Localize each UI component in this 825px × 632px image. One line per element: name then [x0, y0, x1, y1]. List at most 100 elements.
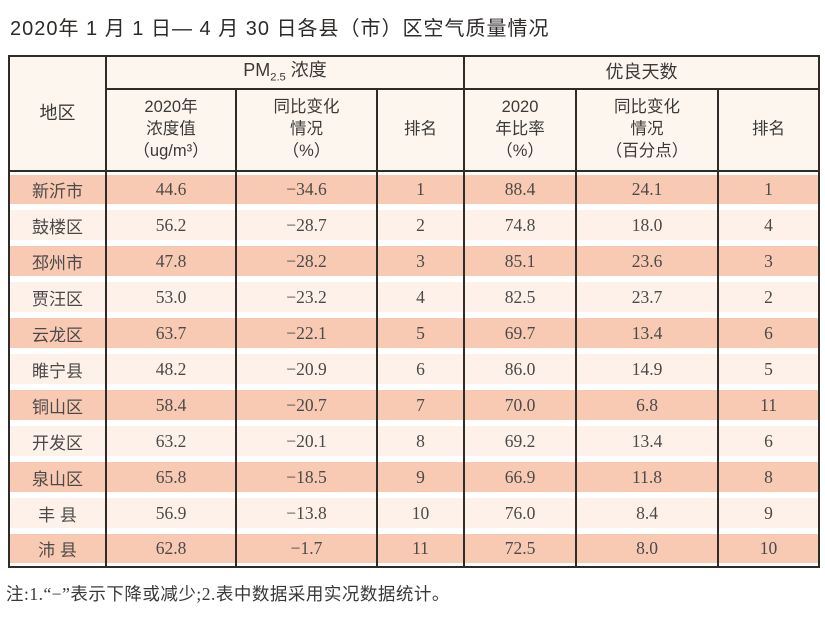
page-title: 2020年 1 月 1 日— 4 月 30 日各县（市）区空气质量情况 — [10, 18, 550, 40]
pm-rank-cell: 3 — [375, 243, 466, 279]
pm-value-cell: 53.0 — [105, 279, 237, 315]
good-rank-cell: 6 — [717, 315, 821, 351]
table-row: 邳州市 47.8 −28.2 3 85.1 23.6 3 — [8, 243, 821, 279]
region-cell: 邳州市 — [8, 243, 107, 279]
region-cell: 鼓楼区 — [8, 207, 107, 243]
pm-value-cell: 56.2 — [105, 207, 237, 243]
good-change-cell: 11.8 — [575, 459, 720, 495]
header-good-rate: 2020 年比率 （%） — [463, 89, 578, 172]
header-good-days-group: 优良天数 — [463, 56, 821, 90]
good-change-cell: 13.4 — [575, 423, 720, 459]
pm-change-cell: −18.5 — [235, 459, 378, 495]
region-cell: 沛 县 — [8, 531, 107, 567]
good-rank-cell: 4 — [717, 207, 821, 243]
header-pm-change: 同比变化 情况 （%） — [235, 89, 378, 172]
pm-change-cell: −20.7 — [235, 387, 378, 423]
good-rate-cell: 86.0 — [463, 351, 578, 387]
pm-label: PM — [243, 60, 271, 81]
pm-change-cell: −20.9 — [235, 351, 378, 387]
table-body: 新沂市 44.6 −34.6 1 88.4 24.1 1 鼓楼区 56.2 −2… — [8, 171, 821, 567]
good-rate-cell: 74.8 — [463, 207, 578, 243]
pm-rank-cell: 5 — [375, 315, 466, 351]
pm-value-cell: 58.4 — [105, 387, 237, 423]
good-change-cell: 23.6 — [575, 243, 720, 279]
pm-rank-cell: 7 — [375, 387, 466, 423]
good-rank-cell: 10 — [717, 531, 821, 567]
pm-value-cell: 63.7 — [105, 315, 237, 351]
pm-value-cell: 63.2 — [105, 423, 237, 459]
good-rank-cell: 9 — [717, 495, 821, 531]
header-good-rank: 排名 — [717, 89, 821, 172]
header-pm-group: PM2.5 浓度 — [104, 56, 466, 90]
pm-rank-cell: 2 — [375, 207, 466, 243]
pm-value-cell: 48.2 — [105, 351, 237, 387]
pm-value-cell: 47.8 — [105, 243, 237, 279]
table-row: 鼓楼区 56.2 −28.7 2 74.8 18.0 4 — [8, 207, 821, 243]
good-change-cell: 24.1 — [575, 171, 720, 207]
table-row: 开发区 63.2 −20.1 8 69.2 13.4 6 — [8, 423, 821, 459]
table-row: 新沂市 44.6 −34.6 1 88.4 24.1 1 — [8, 171, 821, 207]
table-header: 地区 PM2.5 浓度 优良天数 2020年 浓度值 （ug/m³） 同比变化 … — [8, 56, 821, 172]
good-rank-cell: 8 — [717, 459, 821, 495]
pm-subscript: 2.5 — [270, 71, 286, 84]
good-rate-cell: 85.1 — [463, 243, 578, 279]
header-pm-rank: 排名 — [375, 89, 466, 172]
good-rate-cell: 69.2 — [463, 423, 578, 459]
good-rate-cell: 76.0 — [463, 495, 578, 531]
good-rank-cell: 11 — [717, 387, 821, 423]
pm-value-cell: 65.8 — [105, 459, 237, 495]
region-cell: 云龙区 — [8, 315, 107, 351]
air-quality-table: 地区 PM2.5 浓度 优良天数 2020年 浓度值 （ug/m³） 同比变化 … — [8, 55, 821, 568]
pm-rank-cell: 1 — [375, 171, 466, 207]
pm-change-cell: −22.1 — [235, 315, 378, 351]
header-region: 地区 — [8, 56, 107, 172]
header-pm-value: 2020年 浓度值 （ug/m³） — [105, 89, 237, 172]
good-change-cell: 18.0 — [575, 207, 720, 243]
good-change-cell: 23.7 — [575, 279, 720, 315]
header-group-row: 地区 PM2.5 浓度 优良天数 — [8, 56, 821, 172]
good-rate-cell: 72.5 — [463, 531, 578, 567]
good-rank-cell: 2 — [717, 279, 821, 315]
pm-change-cell: −28.7 — [235, 207, 378, 243]
good-change-cell: 6.8 — [575, 387, 720, 423]
table-row: 云龙区 63.7 −22.1 5 69.7 13.4 6 — [8, 315, 821, 351]
good-change-cell: 8.4 — [575, 495, 720, 531]
table-row: 泉山区 65.8 −18.5 9 66.9 11.8 8 — [8, 459, 821, 495]
table-row: 睢宁县 48.2 −20.9 6 86.0 14.9 5 — [8, 351, 821, 387]
pm-rank-cell: 9 — [375, 459, 466, 495]
pm-change-cell: −34.6 — [235, 171, 378, 207]
good-rank-cell: 3 — [717, 243, 821, 279]
region-cell: 铜山区 — [8, 387, 107, 423]
pm-change-cell: −20.1 — [235, 423, 378, 459]
pm-change-cell: −28.2 — [235, 243, 378, 279]
good-rank-cell: 6 — [717, 423, 821, 459]
pm-rank-cell: 4 — [375, 279, 466, 315]
good-change-cell: 13.4 — [575, 315, 720, 351]
good-change-cell: 14.9 — [575, 351, 720, 387]
pm-rank-cell: 11 — [375, 531, 466, 567]
region-cell: 睢宁县 — [8, 351, 107, 387]
table-row: 贾汪区 53.0 −23.2 4 82.5 23.7 2 — [8, 279, 821, 315]
good-change-cell: 8.0 — [575, 531, 720, 567]
good-rate-cell: 88.4 — [463, 171, 578, 207]
good-rate-cell: 82.5 — [463, 279, 578, 315]
pm-value-cell: 62.8 — [105, 531, 237, 567]
good-rate-cell: 70.0 — [463, 387, 578, 423]
pm-change-cell: −1.7 — [235, 531, 378, 567]
region-cell: 丰 县 — [8, 495, 107, 531]
pm-rank-cell: 8 — [375, 423, 466, 459]
pm-suffix: 浓度 — [285, 60, 327, 81]
header-good-change: 同比变化 情况 （百分点） — [575, 89, 720, 172]
good-rank-cell: 1 — [717, 171, 821, 207]
good-rate-cell: 66.9 — [463, 459, 578, 495]
table-row: 丰 县 56.9 −13.8 10 76.0 8.4 9 — [8, 495, 821, 531]
pm-change-cell: −13.8 — [235, 495, 378, 531]
pm-change-cell: −23.2 — [235, 279, 378, 315]
pm-rank-cell: 10 — [375, 495, 466, 531]
table-row: 铜山区 58.4 −20.7 7 70.0 6.8 11 — [8, 387, 821, 423]
region-cell: 贾汪区 — [8, 279, 107, 315]
pm-rank-cell: 6 — [375, 351, 466, 387]
footnote: 注:1.“−”表示下降或减少;2.表中数据采用实况数据统计。 — [6, 584, 450, 604]
good-rank-cell: 5 — [717, 351, 821, 387]
region-cell: 泉山区 — [8, 459, 107, 495]
